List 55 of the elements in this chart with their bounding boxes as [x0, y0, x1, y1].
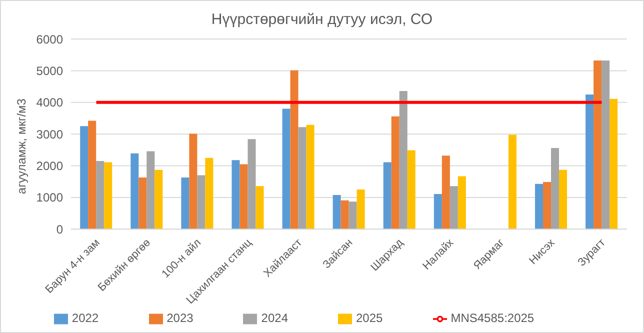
- bar: [535, 184, 544, 230]
- bar: [154, 170, 163, 230]
- y-tick-label: 5000: [36, 64, 64, 78]
- legend-label: 2024: [261, 311, 288, 326]
- legend-label: 2023: [166, 311, 194, 326]
- bar: [96, 161, 104, 230]
- bar: [205, 158, 214, 230]
- bar: [80, 126, 88, 230]
- y-tick-label: 6000: [36, 32, 64, 46]
- bar: [543, 182, 552, 230]
- y-tick-label: 0: [56, 222, 64, 236]
- bar: [306, 124, 314, 230]
- y-tick-label: 4000: [36, 96, 64, 110]
- legend-label: MNS4585:2025: [450, 311, 534, 326]
- legend-label: 2025: [356, 311, 383, 326]
- bar: [391, 116, 400, 230]
- legend-label: 2022: [72, 311, 99, 326]
- bar: [248, 139, 256, 230]
- bar: [104, 162, 112, 230]
- bar: [348, 202, 357, 230]
- bar: [407, 150, 416, 230]
- bar: [508, 134, 516, 230]
- bar: [586, 94, 594, 230]
- y-tick-label: 1000: [36, 190, 64, 205]
- bar: [282, 108, 290, 230]
- bar: [290, 70, 298, 230]
- bar: [450, 186, 458, 230]
- bar: [356, 190, 365, 230]
- y-tick-label: 3000: [36, 127, 64, 142]
- bar: [399, 90, 408, 230]
- bar: [602, 60, 610, 230]
- bar: [383, 162, 392, 230]
- bar: [197, 175, 206, 230]
- bar: [181, 178, 190, 230]
- y-tick-label: 2000: [36, 159, 64, 174]
- bar: [130, 153, 139, 230]
- bar: [594, 60, 602, 230]
- bar: [240, 164, 248, 230]
- bar: [256, 186, 264, 230]
- bar: [332, 194, 341, 230]
- bar: [340, 200, 349, 230]
- bar: [88, 120, 96, 230]
- bar: [551, 148, 560, 230]
- bar: [138, 178, 147, 230]
- bar: [189, 134, 198, 230]
- bar: [458, 176, 466, 230]
- bar: [559, 170, 568, 230]
- y-axis-title: агууламж, мкг/м3: [14, 98, 28, 194]
- bar: [442, 156, 450, 230]
- bar: [610, 98, 618, 230]
- chart-title: Нүүрстөрөгчийн дутуу исэл, СО: [210, 11, 434, 28]
- bar: [298, 127, 306, 230]
- bar: [232, 160, 240, 230]
- bar: [146, 151, 155, 230]
- bar: [434, 194, 442, 230]
